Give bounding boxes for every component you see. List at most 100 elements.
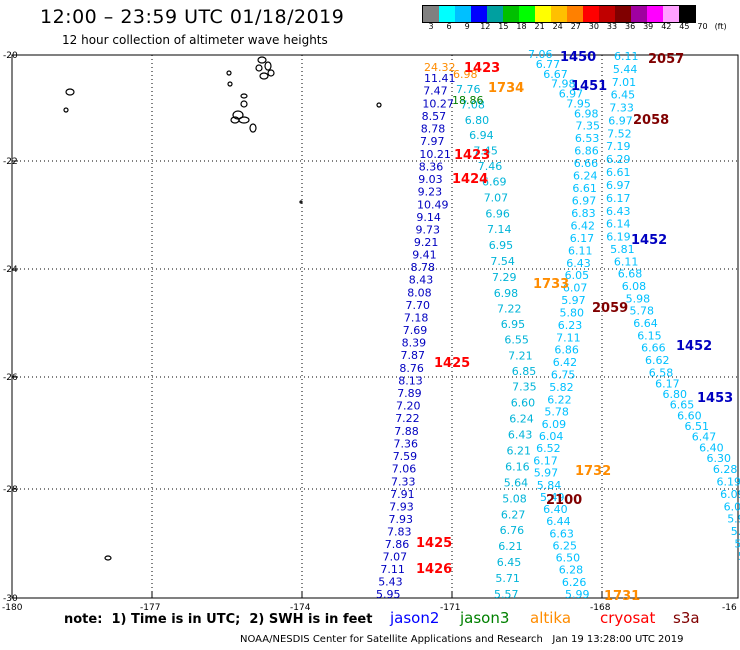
wave-height-value: 5.49 — [540, 491, 565, 504]
color-scale-label: 70 — [697, 22, 708, 31]
wave-height-value: 7.33 — [609, 102, 634, 115]
y-tick-label: -26 — [3, 373, 18, 383]
wave-height-value: 5.84 — [537, 479, 562, 492]
x-tick-label: -168 — [590, 603, 611, 610]
island-outline — [264, 61, 272, 71]
footnote: note: 1) Time is in UTC; 2) SWH is in fe… — [64, 612, 373, 627]
wave-height-value: 6.86 — [554, 344, 579, 357]
wave-height-value: 6.07 — [563, 282, 588, 295]
wave-height-value: 5.99 — [565, 588, 590, 601]
wave-height-value: 6.19 — [606, 231, 631, 244]
legend-item-jason3: jason3 — [460, 609, 510, 627]
color-scale-label: (ft) — [714, 22, 727, 31]
wave-height-value: 6.25 — [553, 539, 578, 552]
wave-height-value: 8.08 — [407, 286, 432, 299]
wave-height-value: 9.21 — [414, 236, 439, 249]
color-scale-label: 27 — [570, 22, 581, 31]
wave-height-value: 6.26 — [562, 576, 587, 589]
pass-time-label: 2057 — [648, 52, 684, 67]
wave-height-value: 8.78 — [411, 261, 436, 274]
wave-height-value: 6.61 — [606, 166, 631, 179]
color-scale-swatch — [471, 6, 487, 22]
color-scale-labels: 3 6 9 12 15 18 21 24 27 30 33 36 39 42 45 70 (ft) — [422, 22, 732, 34]
wave-height-value: 6.53 — [575, 132, 600, 145]
wave-height-value: 6.80 — [663, 388, 688, 401]
wave-height-value: 9.14 — [416, 211, 441, 224]
wave-height-value: 18.86 — [452, 94, 484, 107]
wave-height-value: 6.28 — [559, 564, 584, 577]
wave-height-value: 7.45 — [473, 145, 498, 158]
wave-height-value: 6.40 — [543, 503, 568, 516]
wave-height-value: 6.69 — [482, 175, 507, 188]
wave-height-value: 6.17 — [606, 192, 631, 205]
legend-item-jason2: jason2 — [390, 609, 440, 627]
color-scale-label: 18 — [516, 22, 527, 31]
wave-height-value: 24.32 — [424, 61, 456, 74]
wave-height-value: 7.07 — [383, 551, 408, 564]
wave-height-value: 5.86 — [731, 525, 740, 538]
wave-height-value: 5.57 — [494, 588, 519, 601]
color-scale-swatch — [615, 6, 631, 22]
wave-height-value: 7.93 — [389, 513, 414, 526]
wave-height-value: 6.43 — [508, 429, 533, 442]
wave-height-value: 7.98 — [551, 78, 576, 91]
color-scale-label: 39 — [643, 22, 654, 31]
color-scale-label: 30 — [588, 22, 599, 31]
color-scale-swatch — [519, 6, 535, 22]
pass-time-label: 2100 — [546, 493, 582, 508]
wave-height-value: 6.24 — [509, 413, 534, 426]
wave-height-value: 7.54 — [490, 255, 515, 268]
x-tick-label: -177 — [140, 603, 160, 610]
wave-height-value: 5.64 — [504, 476, 529, 489]
color-scale-swatch — [679, 6, 695, 22]
wave-height-value: 5.78 — [544, 406, 569, 419]
color-scale-label: 21 — [534, 22, 545, 31]
wave-height-value: 8.76 — [399, 362, 424, 375]
wave-height-map: -20 -22 -24 -26 -28 -30-180 -177 -174 -171 -168 -1… — [2, 48, 740, 610]
wave-height-value: 6.80 — [465, 114, 490, 127]
wave-height-value: 6.68 — [618, 268, 643, 281]
wave-height-value: 7.07 — [484, 191, 509, 204]
wave-height-value: 6.43 — [566, 257, 591, 270]
pass-time-label: 1450 — [560, 50, 596, 65]
axis-tick-labels: -20 -22 -24 -26 -28 -30-180 -177 -174 -171 -168 -1… — [2, 51, 737, 610]
wave-height-value: 7.18 — [404, 311, 429, 324]
credit-line: NOAA/NESDIS Center for Satellite Applica… — [240, 634, 684, 645]
legend-item-cryosat: cryosat — [600, 609, 656, 627]
island-outline — [240, 100, 248, 108]
wave-height-value: 7.88 — [394, 425, 419, 438]
wave-height-value: 6.22 — [547, 393, 572, 406]
island-outline — [63, 107, 69, 113]
color-scale-swatch — [551, 6, 567, 22]
wave-height-value: 7.83 — [387, 526, 412, 539]
wave-height-value: 7.70 — [406, 299, 431, 312]
wave-height-value: 6.24 — [573, 169, 598, 182]
wave-height-value: 5.97 — [561, 294, 586, 307]
pass-time-labels: 1423 1423 1424 1425 1425 1426 1450 1451 1452 1452… — [416, 50, 733, 604]
wave-height-value: 7.76 — [456, 83, 481, 96]
color-scale-swatch — [663, 6, 679, 22]
wave-height-value: 5.74 — [738, 550, 740, 563]
wave-height-value: 6.19 — [717, 476, 740, 489]
wave-height-value: 6.62 — [645, 354, 670, 367]
island-outline — [376, 102, 382, 108]
wave-height-value: 6.75 — [551, 369, 576, 382]
wave-height-value: 7.47 — [423, 85, 448, 98]
wave-height-value: 5.81 — [610, 243, 635, 256]
pass-time-label: 1733 — [533, 277, 569, 292]
wave-height-value: 7.33 — [391, 475, 416, 488]
pass-time-label: 1426 — [416, 562, 452, 577]
wave-height-value: 6.83 — [571, 207, 596, 220]
wave-height-value: 5.82 — [549, 381, 574, 394]
wave-height-value: 6.11 — [568, 244, 593, 257]
satellite-tracks: 11.417.4710.278.578.787.9710.218.369.039… — [376, 48, 740, 601]
wave-height-value: 9.03 — [418, 173, 443, 186]
pass-time-label: 1423 — [464, 61, 500, 76]
wave-height-value: 6.21 — [507, 445, 532, 458]
wave-height-value: 7.08 — [460, 98, 485, 111]
wave-height-value: 9.23 — [418, 186, 443, 199]
wave-height-value: 5.78 — [630, 305, 655, 318]
color-scale-swatch — [583, 6, 599, 22]
color-scale-label: 6 — [446, 22, 452, 31]
wave-height-value: 8.39 — [402, 337, 427, 350]
